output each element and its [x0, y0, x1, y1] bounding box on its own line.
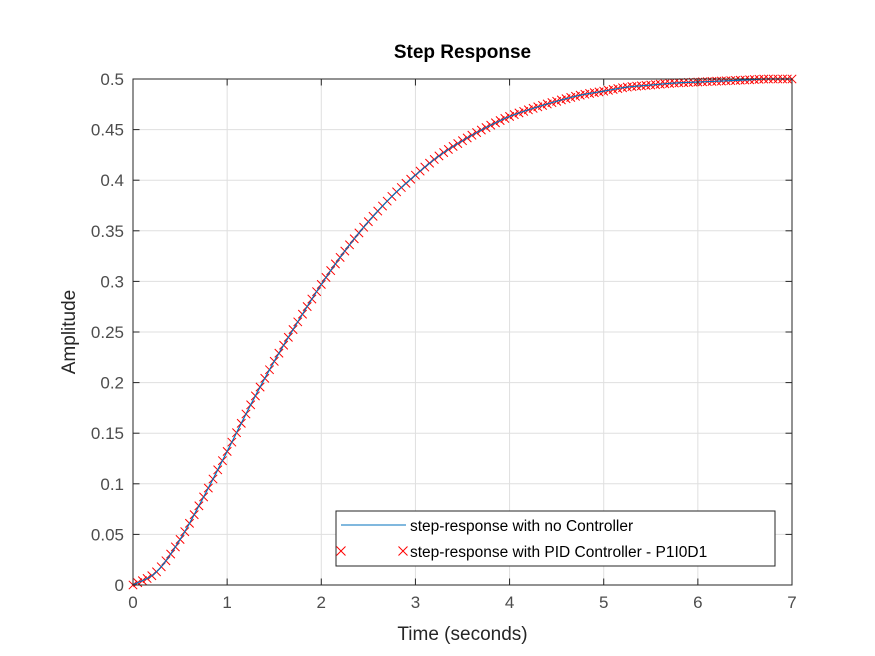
- x-tick-label: 7: [787, 593, 796, 612]
- legend-x-marker: [398, 546, 408, 556]
- legend-marker-sample: [336, 546, 408, 556]
- y-tick-label: 0.1: [100, 475, 124, 494]
- x-tick-label: 2: [317, 593, 326, 612]
- x-tick-label: 4: [505, 593, 514, 612]
- y-tick-label: 0.15: [91, 424, 124, 443]
- ticks: 0 1 2 3 4 5 6 7 0 0.05 0.1 0.15 0.2 0.25 0.3 0.35 0.4 0.4…: [91, 70, 797, 612]
- y-tick-label: 0.35: [91, 222, 124, 241]
- y-tick-label: 0.25: [91, 323, 124, 342]
- y-tick-label: 0.45: [91, 121, 124, 140]
- legend-entry-no-controller: step-response with no Controller: [410, 518, 633, 535]
- legend-x-marker: [336, 546, 346, 556]
- legend-box: [335, 510, 776, 567]
- chart-title: Step Response: [394, 42, 531, 63]
- y-tick-label: 0.5: [100, 70, 124, 89]
- y-tick-label: 0.2: [100, 374, 124, 393]
- x-tick-label: 3: [411, 593, 420, 612]
- y-tick-label: 0.4: [100, 171, 124, 190]
- y-axis-label: Amplitude: [59, 290, 80, 375]
- legend-entry-pid-controller: step-response with PID Controller - P1I0…: [410, 544, 707, 561]
- y-tick-label: 0: [115, 576, 124, 595]
- x-tick-label: 5: [599, 593, 608, 612]
- no-controller-line: [132, 78, 792, 586]
- x-tick-label: 6: [693, 593, 702, 612]
- y-tick-label: 0.3: [100, 272, 124, 291]
- legend: step-response with no Controller step-re…: [335, 510, 776, 567]
- x-tick-label: 0: [128, 593, 137, 612]
- data-series: [128, 74, 797, 590]
- x-axis-label: Time (seconds): [397, 624, 527, 645]
- y-tick-label: 0.05: [91, 525, 124, 544]
- x-tick-label: 1: [222, 593, 231, 612]
